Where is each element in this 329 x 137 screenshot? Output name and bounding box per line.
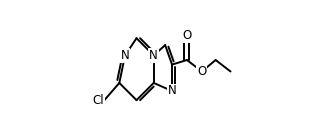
- Text: N: N: [121, 49, 129, 62]
- Text: Cl: Cl: [93, 94, 104, 107]
- Text: N: N: [149, 49, 158, 62]
- Text: O: O: [197, 65, 207, 78]
- Text: O: O: [182, 29, 191, 42]
- Text: N: N: [168, 85, 176, 97]
